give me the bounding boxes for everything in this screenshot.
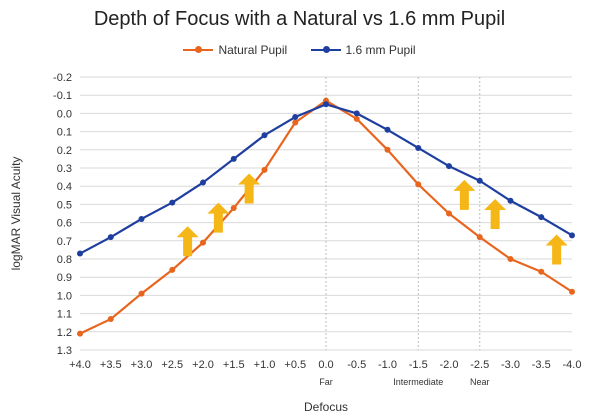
y-tick-label: 0.6 (57, 218, 72, 230)
legend-item-1-6mm-pupil: 1.6 mm Pupil (310, 43, 416, 57)
y-tick-label: 0.4 (57, 181, 72, 193)
x-tick-label: -3.0 (501, 359, 520, 371)
data-point-natural-pupil (292, 119, 299, 126)
data-point-1-6-mm-pupil (569, 232, 575, 239)
data-point-natural-pupil (446, 210, 452, 217)
data-point-1-6-mm-pupil (138, 215, 145, 222)
x-tick-label: +2.5 (161, 359, 183, 371)
y-tick-label: 0.3 (57, 163, 72, 175)
data-point-natural-pupil (384, 146, 391, 153)
legend-swatch-1-6mm-pupil (310, 46, 341, 53)
data-point-natural-pupil (569, 288, 575, 295)
x-tick-label: +2.0 (192, 359, 214, 371)
data-point-1-6-mm-pupil (323, 101, 329, 108)
data-point-natural-pupil (138, 290, 145, 297)
data-point-natural-pupil (107, 316, 114, 323)
data-point-1-6-mm-pupil (77, 250, 83, 257)
y-tick-label: 1.0 (57, 290, 72, 302)
x-tick-label: -2.5 (470, 359, 489, 371)
legend-item-natural-pupil: Natural Pupil (183, 43, 287, 57)
chart-title: Depth of Focus with a Natural vs 1.6 mm … (93, 8, 506, 30)
legend-label-1-6mm-pupil: 1.6 mm Pupil (345, 43, 416, 57)
x-tick-label: 0.0 (318, 359, 333, 371)
y-tick-label: -0.2 (53, 72, 72, 84)
x-tick-label: +1.0 (254, 359, 276, 371)
x-tick-label: -0.5 (347, 359, 366, 371)
x-tick-label: -1.5 (409, 359, 428, 371)
y-tick-label: 0.5 (57, 199, 72, 211)
y-tick-label: 0.1 (57, 127, 72, 139)
data-point-1-6-mm-pupil (507, 197, 514, 204)
y-tick-label: 1.2 (57, 327, 72, 339)
data-point-natural-pupil (261, 166, 268, 173)
data-point-natural-pupil (77, 330, 83, 337)
data-point-1-6-mm-pupil (353, 110, 360, 117)
data-point-natural-pupil (507, 256, 514, 262)
up-arrow-icon (453, 179, 476, 210)
x-tick-label: -2.0 (440, 359, 459, 371)
defocus-annotation-label: Near (470, 377, 490, 387)
data-point-natural-pupil (353, 115, 360, 122)
legend-swatch-natural-pupil (183, 46, 214, 53)
y-tick-label: 0.7 (57, 236, 72, 248)
y-tick-label: 0.8 (57, 254, 72, 266)
legend-label-natural-pupil: Natural Pupil (218, 43, 288, 57)
y-tick-label: -0.1 (53, 90, 72, 102)
x-tick-label: +3.5 (100, 359, 122, 371)
data-point-1-6-mm-pupil (200, 179, 206, 186)
x-tick-label: +4.0 (69, 359, 91, 371)
data-point-natural-pupil (230, 205, 237, 212)
y-tick-label: 1.1 (57, 309, 72, 321)
up-arrow-icon (484, 198, 507, 229)
x-tick-label: -4.0 (563, 359, 582, 371)
x-tick-label: -1.0 (378, 359, 397, 371)
data-point-1-6-mm-pupil (169, 199, 176, 206)
up-arrow-icon (176, 226, 199, 257)
legend: Natural Pupil 1.6 mm Pupil (0, 40, 599, 57)
y-tick-label: 0.0 (57, 108, 72, 120)
data-point-1-6-mm-pupil (292, 114, 299, 121)
data-point-1-6-mm-pupil (230, 155, 237, 162)
data-point-1-6-mm-pupil (476, 177, 483, 184)
data-point-1-6-mm-pupil (538, 214, 545, 221)
up-arrow-icon (207, 202, 230, 233)
data-point-natural-pupil (415, 181, 422, 188)
data-point-natural-pupil (476, 234, 483, 241)
defocus-annotation-label: Far (319, 377, 333, 387)
x-tick-label: -3.5 (532, 359, 551, 371)
up-arrow-icon (238, 173, 261, 204)
defocus-annotation-label: Intermediate (393, 377, 443, 387)
data-point-1-6-mm-pupil (107, 234, 114, 241)
y-tick-label: 1.3 (57, 345, 72, 357)
data-point-1-6-mm-pupil (384, 126, 391, 133)
data-point-natural-pupil (538, 268, 545, 275)
data-point-1-6-mm-pupil (446, 163, 452, 170)
x-axis-title: Defocus (304, 400, 348, 414)
x-tick-label: +3.0 (131, 359, 153, 371)
data-point-natural-pupil (169, 266, 176, 273)
data-point-1-6-mm-pupil (415, 144, 422, 151)
x-tick-label: +0.5 (284, 359, 306, 371)
data-point-natural-pupil (200, 239, 206, 246)
data-point-1-6-mm-pupil (261, 132, 268, 139)
y-tick-label: 0.2 (57, 145, 72, 157)
x-tick-label: +1.5 (223, 359, 245, 371)
y-tick-label: 0.9 (57, 272, 72, 284)
y-axis-title: logMAR Visual Acuity (9, 157, 23, 271)
up-arrow-icon (545, 234, 568, 265)
